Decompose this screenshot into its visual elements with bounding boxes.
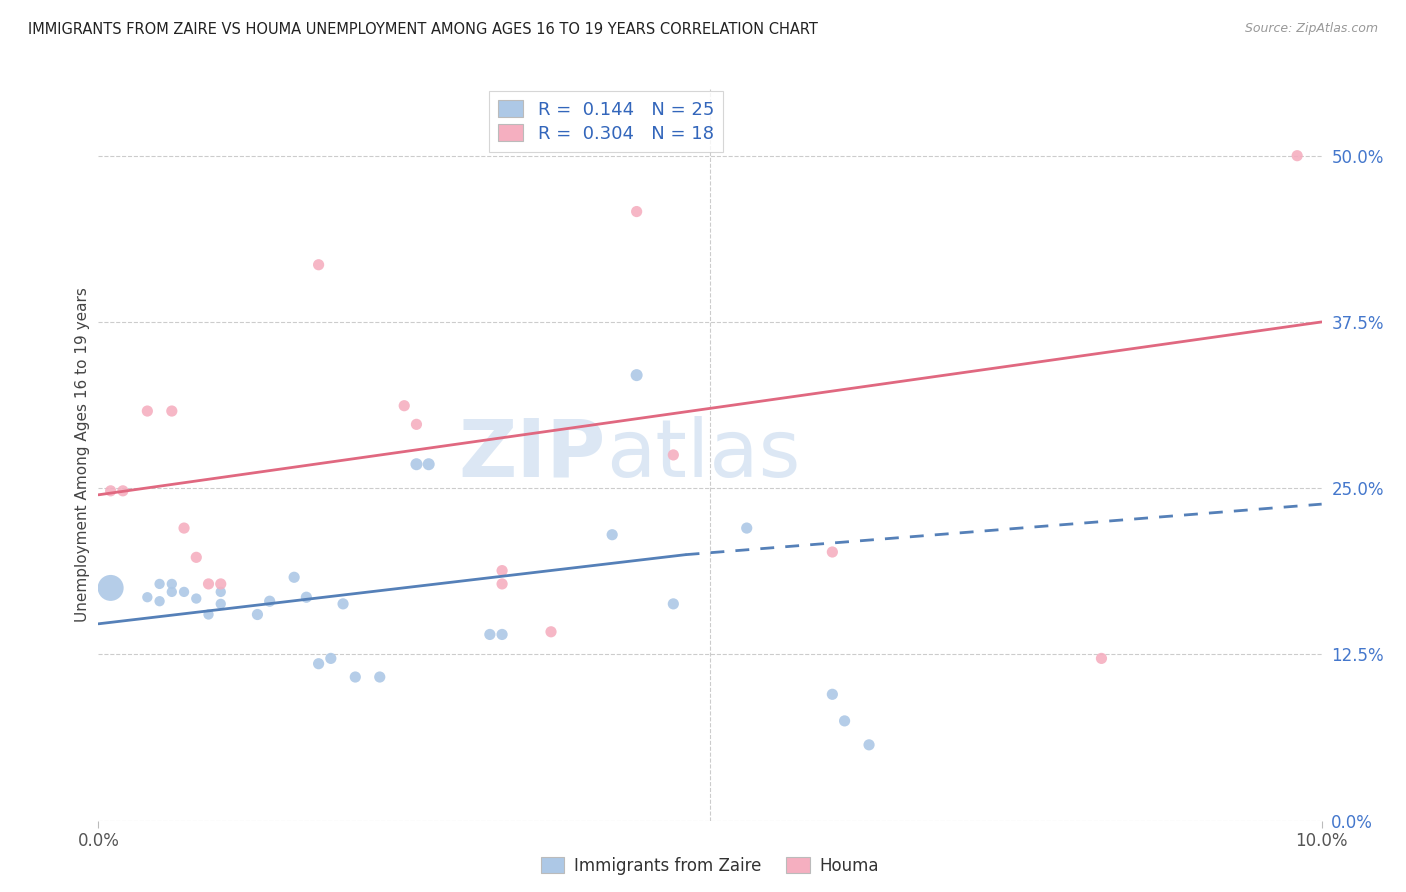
Point <box>332 597 354 611</box>
Point <box>821 687 844 701</box>
Point <box>100 581 122 595</box>
Point <box>259 594 281 608</box>
Point <box>735 521 758 535</box>
Point <box>1286 149 1309 163</box>
Point <box>491 564 513 578</box>
Point <box>662 448 685 462</box>
Point <box>160 585 183 599</box>
Point <box>209 597 232 611</box>
Point <box>295 591 318 605</box>
Point <box>149 594 172 608</box>
Point <box>626 204 648 219</box>
Point <box>662 597 685 611</box>
Point <box>319 651 342 665</box>
Point <box>186 591 208 606</box>
Point <box>858 738 880 752</box>
Point <box>197 607 219 622</box>
Point <box>344 670 367 684</box>
Point <box>418 457 440 471</box>
Point <box>405 457 427 471</box>
Point <box>160 577 183 591</box>
Point <box>246 607 269 622</box>
Point <box>197 577 219 591</box>
Point <box>111 483 134 498</box>
Text: atlas: atlas <box>606 416 800 494</box>
Y-axis label: Unemployment Among Ages 16 to 19 years: Unemployment Among Ages 16 to 19 years <box>75 287 90 623</box>
Point <box>173 521 195 535</box>
Point <box>136 404 159 418</box>
Point <box>626 368 648 383</box>
Point <box>209 577 232 591</box>
Point <box>1090 651 1112 665</box>
Point <box>173 585 195 599</box>
Point <box>149 577 172 591</box>
Point <box>392 399 416 413</box>
Point <box>186 550 208 565</box>
Point <box>308 657 330 671</box>
Point <box>478 627 501 641</box>
Point <box>834 714 856 728</box>
Point <box>136 591 159 605</box>
Point <box>283 570 305 584</box>
Point <box>308 258 330 272</box>
Text: ZIP: ZIP <box>458 416 606 494</box>
Legend: Immigrants from Zaire, Houma: Immigrants from Zaire, Houma <box>534 850 886 882</box>
Text: Source: ZipAtlas.com: Source: ZipAtlas.com <box>1244 22 1378 36</box>
Point <box>209 585 232 599</box>
Point <box>540 624 562 639</box>
Point <box>405 417 427 432</box>
Point <box>821 545 844 559</box>
Point <box>491 577 513 591</box>
Point <box>368 670 391 684</box>
Point <box>160 404 183 418</box>
Point <box>600 527 623 541</box>
Point <box>100 483 122 498</box>
Text: IMMIGRANTS FROM ZAIRE VS HOUMA UNEMPLOYMENT AMONG AGES 16 TO 19 YEARS CORRELATIO: IMMIGRANTS FROM ZAIRE VS HOUMA UNEMPLOYM… <box>28 22 818 37</box>
Point <box>491 627 513 641</box>
